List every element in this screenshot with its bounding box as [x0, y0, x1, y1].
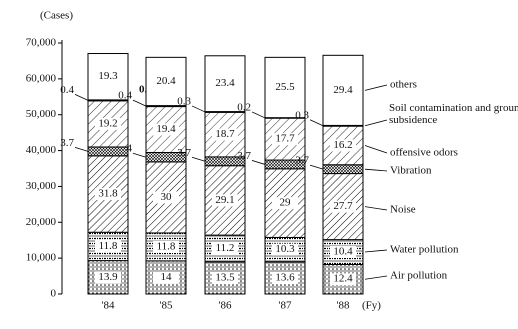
x-tick-label: '86 [219, 300, 232, 312]
y-tick-label: 0 [51, 288, 57, 300]
value-label: 19.2 [98, 117, 117, 129]
leader [75, 94, 88, 100]
value-label: 29 [280, 197, 292, 209]
value-label: 0.3 [177, 95, 191, 107]
leader [133, 153, 146, 157]
value-label: 19.4 [156, 123, 176, 135]
value-label: 29.1 [215, 194, 234, 206]
y-axis-label: (Cases) [40, 10, 73, 22]
value-label: 3.7 [177, 147, 191, 159]
leader [192, 106, 205, 112]
legend-arrow [365, 276, 387, 279]
legend-label: Noise [390, 204, 416, 216]
legend-arrow [365, 120, 387, 126]
y-tick-label: 70,000 [26, 37, 57, 49]
value-label: 11.8 [99, 240, 118, 252]
leader [310, 120, 323, 126]
value-label: 13.9 [98, 271, 118, 283]
bar-segment [88, 147, 128, 156]
value-label: 13.6 [275, 271, 295, 283]
value-label: 4 [127, 143, 133, 155]
leader [133, 100, 146, 106]
leader [310, 165, 323, 169]
value-label: 0.4 [60, 84, 74, 96]
y-tick-label: 40,000 [26, 144, 57, 156]
value-label: 0.2 [237, 101, 251, 113]
value-label: 25.5 [275, 81, 295, 93]
value-label: 3.7 [237, 150, 251, 162]
x-axis-label: (Fy) [362, 300, 381, 312]
value-label: 17.7 [275, 133, 295, 145]
y-tick-label: 60,000 [26, 72, 57, 84]
value-label: 18.7 [215, 128, 235, 140]
legend-label: offensive odors [390, 147, 458, 159]
value-label: 11.8 [157, 240, 176, 252]
x-tick-label: '88 [337, 300, 350, 312]
legend-label: Water pollution [390, 244, 459, 256]
leader [252, 112, 265, 118]
value-label: 0.4 [118, 90, 132, 102]
y-tick-label: 20,000 [26, 216, 57, 228]
legend-arrow [365, 169, 387, 171]
value-label: 14 [161, 271, 173, 283]
value-label: 10.4 [333, 246, 353, 258]
legend-arrow [365, 145, 387, 153]
leader [75, 147, 88, 151]
value-label: 0.3 [295, 109, 309, 121]
bar-segment [323, 165, 363, 174]
value-label: 20.4 [156, 75, 176, 87]
legend-box: Soil contamination and ground subsidence [389, 102, 518, 142]
y-tick-label: 30,000 [26, 180, 57, 192]
leader [192, 157, 205, 161]
leader [252, 160, 265, 164]
value-label: 23.4 [215, 77, 235, 89]
value-label: 3.7 [60, 137, 74, 149]
legend-label: Air pollution [390, 270, 448, 282]
value-label: 19.3 [98, 70, 118, 82]
value-label: 27.7 [333, 200, 353, 212]
legend-arrow [365, 207, 387, 210]
x-tick-label: '85 [160, 300, 173, 312]
value-label: 13.5 [215, 271, 235, 283]
y-tick-label: 10,000 [26, 252, 57, 264]
x-tick-label: '84 [102, 300, 115, 312]
legend-arrow [365, 250, 387, 252]
legend-label: Soil contamination and ground subsidence [389, 102, 518, 126]
value-label: 12.4 [333, 273, 353, 285]
legend-label: Vibration [390, 165, 432, 177]
value-label: 11.2 [216, 242, 235, 254]
legend-arrow [365, 85, 387, 90]
value-label: 3.7 [295, 155, 309, 167]
value-label: 29.4 [333, 84, 353, 96]
x-tick-label: '87 [279, 300, 292, 312]
legend-label: others [390, 79, 417, 91]
value-label: 30 [161, 191, 173, 203]
value-label: 16.2 [333, 139, 352, 151]
y-tick-label: 50,000 [26, 108, 57, 120]
value-label: 31.8 [98, 188, 118, 200]
value-label: 10.3 [275, 243, 295, 255]
